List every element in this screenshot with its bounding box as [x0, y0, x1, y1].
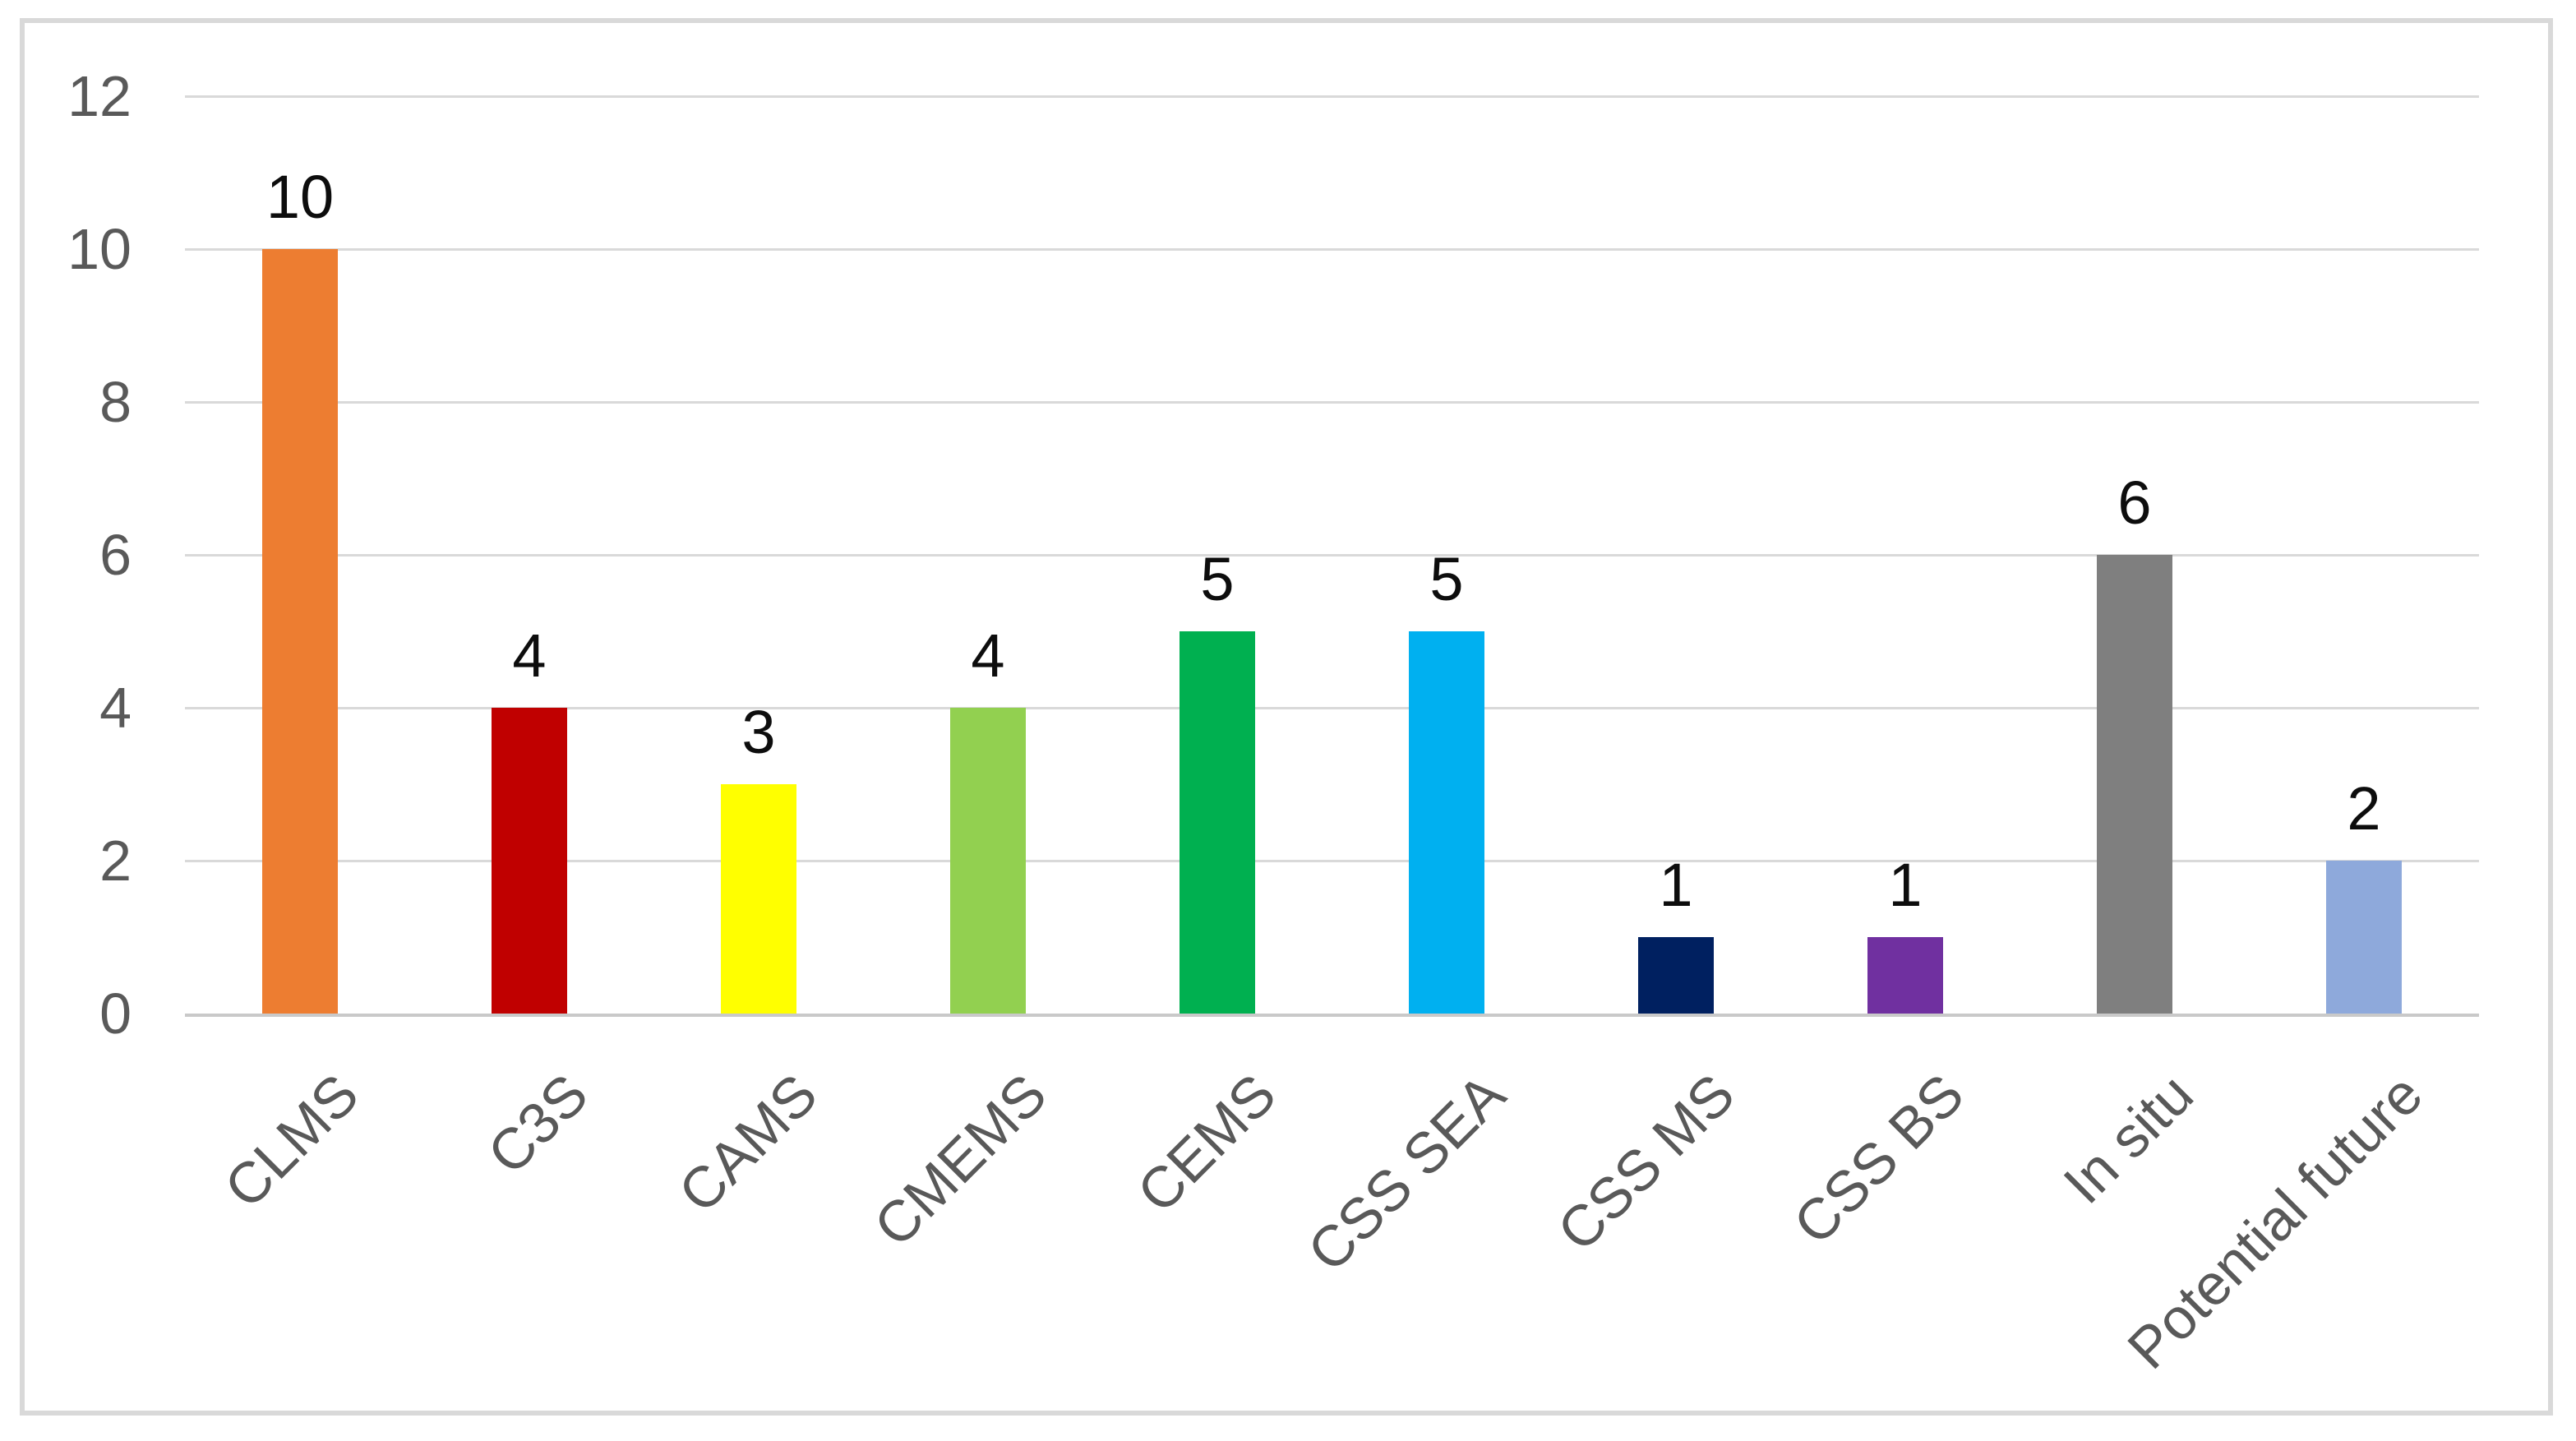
bar-c3s [492, 708, 567, 1014]
x-axis-line [185, 1014, 2479, 1017]
y-axis-tick-8: 8 [99, 370, 132, 434]
data-label-c3s: 4 [512, 621, 547, 690]
bar-clms [262, 249, 338, 1014]
gridline-12 [185, 95, 2479, 98]
y-axis-tick-6: 6 [99, 523, 132, 587]
chart-frame [20, 18, 2553, 1416]
data-label-clms: 10 [265, 163, 335, 231]
data-label-css-bs: 1 [1888, 851, 1923, 919]
gridline-8 [185, 401, 2479, 404]
bar-in-situ [2097, 555, 2172, 1014]
bar-potential-future [2326, 861, 2402, 1014]
bar-css-sea [1409, 631, 1484, 1014]
data-label-css-ms: 1 [1659, 851, 1693, 919]
gridline-4 [185, 707, 2479, 709]
gridline-6 [185, 554, 2479, 557]
bar-css-ms [1638, 937, 1714, 1014]
y-axis-tick-4: 4 [99, 676, 132, 740]
y-axis-tick-10: 10 [67, 217, 132, 281]
y-axis-tick-0: 0 [99, 981, 132, 1046]
bar-cams [721, 784, 796, 1014]
data-label-cams: 3 [741, 698, 776, 766]
data-label-cmems: 4 [971, 621, 1005, 690]
y-axis-tick-12: 12 [67, 64, 132, 128]
bar-cems [1180, 631, 1255, 1014]
y-axis-tick-2: 2 [99, 829, 132, 893]
bar-css-bs [1867, 937, 1943, 1014]
gridline-10 [185, 248, 2479, 251]
bar-cmems [950, 708, 1026, 1014]
gridline-2 [185, 860, 2479, 862]
data-label-potential-future: 2 [2347, 774, 2381, 843]
data-label-css-sea: 5 [1429, 545, 1464, 613]
data-label-in-situ: 6 [2117, 469, 2152, 537]
data-label-cems: 5 [1200, 545, 1235, 613]
